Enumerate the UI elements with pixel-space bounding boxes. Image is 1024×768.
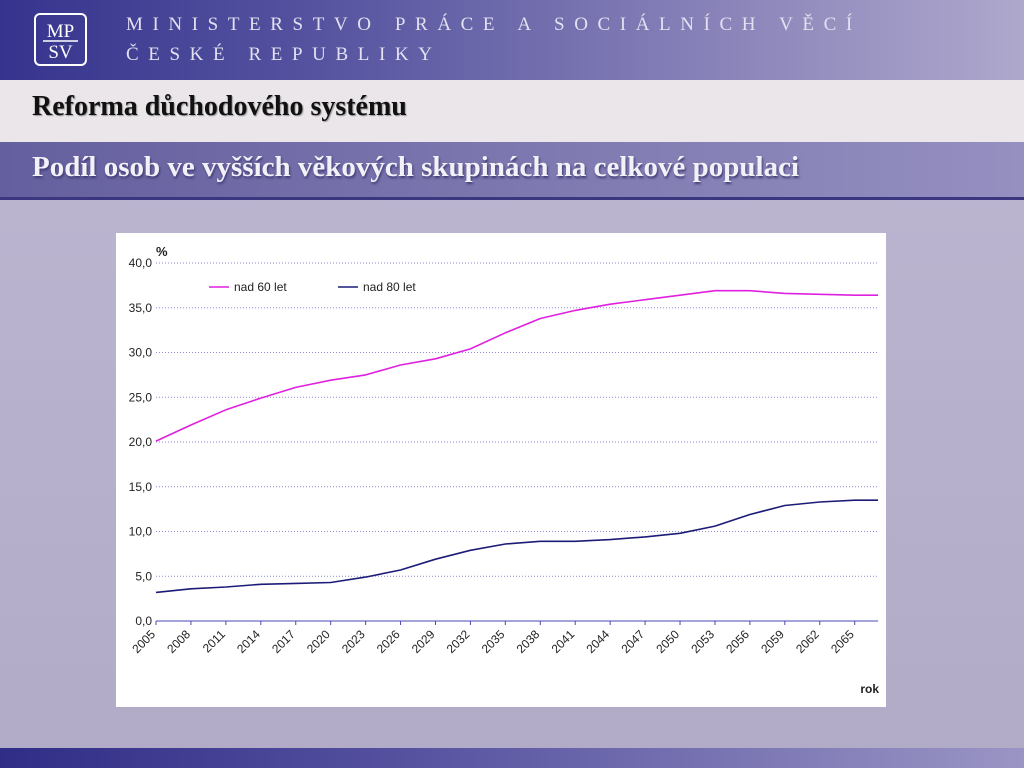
x-tick-label: 2017 — [269, 627, 298, 656]
y-tick-label: 15,0 — [129, 480, 153, 494]
x-tick-label: 2026 — [374, 627, 403, 656]
legend-label: nad 80 let — [363, 280, 416, 294]
x-tick-label: 2044 — [584, 627, 613, 656]
mpsv-logo-graphic: MP SV — [43, 21, 78, 63]
footer-band — [0, 748, 1024, 768]
x-tick-label: 2053 — [688, 627, 717, 656]
y-tick-label: 5,0 — [135, 569, 152, 583]
x-tick-label: 2029 — [409, 627, 438, 656]
y-tick-labels: 0,0 5,0 10,0 15,0 20,0 25,0 30,0 35,0 40,0 — [129, 256, 153, 628]
series-line-over-60 — [155, 289, 878, 442]
series-line-over-80 — [155, 499, 878, 594]
y-tick-label: 0,0 — [135, 614, 152, 628]
x-tick-label: 2047 — [618, 627, 647, 656]
header-band — [0, 0, 1024, 80]
ministry-name-line2: ČESKÉ REPUBLIKY — [126, 44, 442, 65]
x-tick-label: 2032 — [444, 627, 473, 656]
x-tick-label: 2065 — [828, 627, 857, 656]
x-tick-label: 2023 — [339, 627, 368, 656]
x-tick-label: 2050 — [653, 627, 682, 656]
x-tick-label: 2062 — [793, 627, 822, 656]
y-axis-unit-label: % — [156, 244, 168, 259]
logo-text-top: MP — [47, 21, 74, 42]
x-tick-label: 2038 — [514, 627, 543, 656]
x-tick-label: 2056 — [723, 627, 752, 656]
subtitle-divider — [0, 197, 1024, 200]
x-tick-label: 2014 — [234, 627, 263, 656]
x-tick-label: 2020 — [304, 627, 333, 656]
y-tick-label: 30,0 — [129, 346, 153, 360]
line-chart: 0,05,010,015,020,025,030,035,040,0 2005 2… — [129, 244, 880, 696]
x-tick-label: 2059 — [758, 627, 787, 656]
y-tick-label: 25,0 — [129, 390, 153, 404]
x-tick-labels: 2005 2008 2011 2014 2017 2020 2023 2026 2029 2032… — [129, 627, 857, 656]
gridlines — [156, 262, 878, 577]
y-tick-label: 20,0 — [129, 435, 153, 449]
y-tick-label: 10,0 — [129, 525, 153, 539]
x-tick-label: 2011 — [200, 627, 228, 655]
x-tick-label: 2035 — [479, 627, 508, 656]
legend: nad 60 let nad 80 let — [209, 280, 416, 294]
x-tick-label: 2005 — [129, 627, 158, 656]
x-axis-label: rok — [860, 682, 879, 696]
x-tick-label: 2041 — [549, 627, 578, 656]
chart-container: 0,0 5,0 10,0 15,0 20,0 25,0 30,0 35,0 40,0 2005 2… — [116, 233, 886, 707]
y-tick-label: 40,0 — [129, 256, 153, 270]
page-subtitle: Podíl osob ve vyšších věkových skupinách… — [32, 151, 800, 183]
subtitle-band — [0, 142, 1024, 198]
mpsv-logo: MP SV — [34, 13, 87, 66]
y-tick-label: 35,0 — [129, 301, 153, 315]
series-lines — [155, 289, 878, 594]
page-title: Reforma důchodového systému — [32, 91, 407, 122]
axes — [155, 620, 878, 625]
legend-label: nad 60 let — [234, 280, 287, 294]
title-band — [0, 80, 1024, 142]
x-tick-label: 2008 — [164, 627, 193, 656]
ministry-name-line1: MINISTERSTVO PRÁCE A SOCIÁLNÍCH VĚCÍ — [126, 14, 862, 35]
logo-text-bottom: SV — [48, 42, 73, 63]
